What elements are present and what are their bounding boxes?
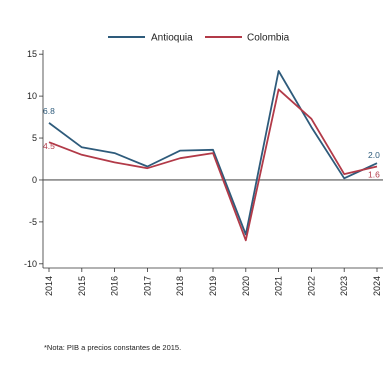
series-line-antioquia — [48, 70, 378, 236]
y-tick-label: 10 — [27, 91, 37, 101]
chart-axes: -10 -5 0 5 10 15 2014 2015 2016 2017 2018 2019 2020 2… — [24, 49, 383, 296]
y-tick-label: 15 — [27, 49, 37, 59]
series-layer — [48, 70, 378, 242]
legend-label-colombia: Colombia — [247, 33, 290, 44]
y-tick-label: 0 — [32, 175, 37, 185]
series-line-colombia — [48, 88, 378, 242]
x-tick-label: 2015 — [77, 276, 87, 296]
legend-label-antioquia: Antioquia — [151, 33, 193, 44]
x-tick-label: 2020 — [241, 276, 251, 296]
data-label-antioquia-2014: 6.8 — [43, 106, 55, 116]
x-tick-label: 2017 — [142, 276, 152, 296]
y-tick-label: -5 — [29, 217, 37, 227]
y-tick-label: -10 — [24, 259, 37, 269]
x-tick-label: 2016 — [110, 276, 120, 296]
x-tick-label: 2023 — [339, 276, 349, 296]
x-tick-label: 2018 — [175, 276, 185, 296]
x-tick-label: 2021 — [274, 276, 284, 296]
x-tick-label: 2024 — [372, 276, 382, 296]
x-tick-label: 2022 — [306, 276, 316, 296]
data-label-colombia-2014: 4.5 — [43, 141, 55, 151]
x-tick-label: 2014 — [44, 276, 54, 296]
chart-legend: Antioquia Colombia — [108, 33, 290, 44]
footnote: *Nota: PIB a precios constantes de 2015. — [44, 343, 182, 352]
data-labels: 6.8 4.5 2.0 1.6 — [43, 106, 380, 180]
data-label-antioquia-2024: 2.0 — [368, 150, 380, 160]
x-tick-label: 2019 — [208, 276, 218, 296]
y-tick-label: 5 — [32, 133, 37, 143]
data-label-colombia-2024: 1.6 — [368, 170, 380, 180]
